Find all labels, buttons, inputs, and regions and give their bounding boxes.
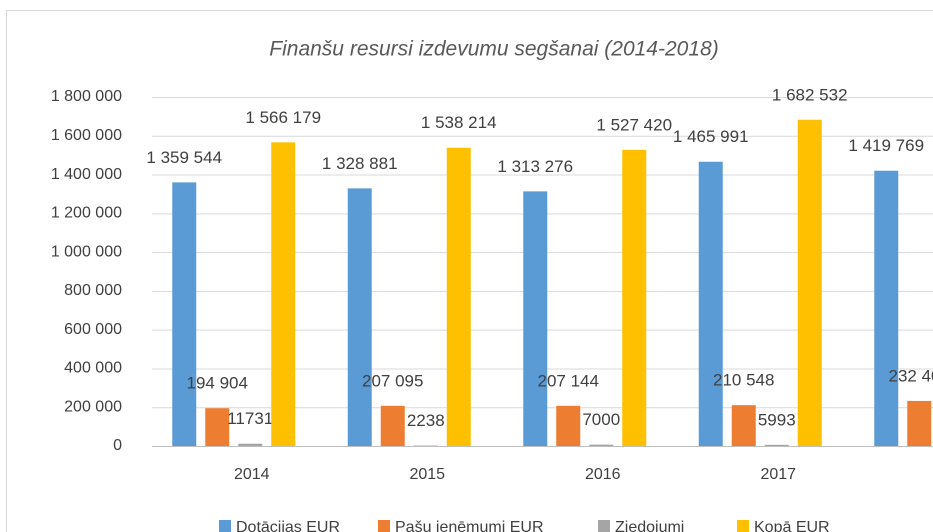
legend-label: Ziedojumi [615,519,684,532]
bar [698,161,723,447]
data-label: 1 465 991 [673,127,749,146]
legend-label: Kopā EUR [754,519,830,532]
data-label: 5993 [758,410,796,429]
legend-swatch [219,520,231,532]
x-tick-label: 2016 [585,466,621,483]
y-tick-label: 600 000 [64,321,122,338]
y-tick-label: 800 000 [64,282,122,299]
bar [731,405,756,446]
y-tick-label: 0 [113,437,122,454]
y-tick-label: 1 800 000 [51,88,122,105]
data-label: 210 548 [713,371,774,390]
y-tick-label: 1 400 000 [51,166,122,183]
data-label: 1 313 276 [497,157,573,176]
bar [622,149,647,447]
x-tick-label: 2017 [760,466,796,483]
bar [523,191,548,446]
data-label: 232 400 [889,366,933,385]
y-tick-label: 1 200 000 [51,205,122,222]
data-label: 207 095 [362,371,423,390]
data-label: 1 419 769 [848,136,924,155]
legend-label: Pašu ieņēmumi EUR [395,519,544,532]
data-label: 1 527 420 [596,115,672,134]
legend-swatch [598,520,610,532]
bar [764,444,789,446]
data-label: 1 328 881 [322,154,398,173]
data-label: 7000 [582,410,620,429]
data-label: 1 566 179 [245,108,321,127]
bar [380,405,405,446]
y-tick-label: 1 000 000 [51,243,122,260]
bar [556,405,581,446]
data-label: 207 144 [538,371,599,390]
y-tick-label: 400 000 [64,360,122,377]
legend-label: Dotācijas EUR [236,519,340,532]
bar [446,147,471,447]
data-label: 11731 [227,409,273,428]
bar [347,188,372,447]
y-tick-label: 200 000 [64,398,122,415]
data-label: 1 359 544 [146,148,222,167]
legend-swatch [737,520,749,532]
data-label: 1 682 532 [772,85,848,104]
bar [172,182,197,446]
x-tick-label: 2015 [409,466,445,483]
legend-swatch [378,520,390,532]
bar [589,444,614,446]
bar [907,400,932,446]
x-tick-label: 2014 [234,466,270,483]
bar [797,119,822,446]
y-tick-label: 1 600 000 [51,127,122,144]
bar [205,408,230,446]
bar [238,443,263,446]
bar [874,170,899,446]
bar [271,142,296,446]
data-label: 1 538 214 [421,113,497,132]
data-label: 2238 [407,411,445,430]
data-label: 194 904 [187,374,248,393]
chart-title: Finanšu resursi izdevumu segšanai (2014-… [269,38,718,61]
